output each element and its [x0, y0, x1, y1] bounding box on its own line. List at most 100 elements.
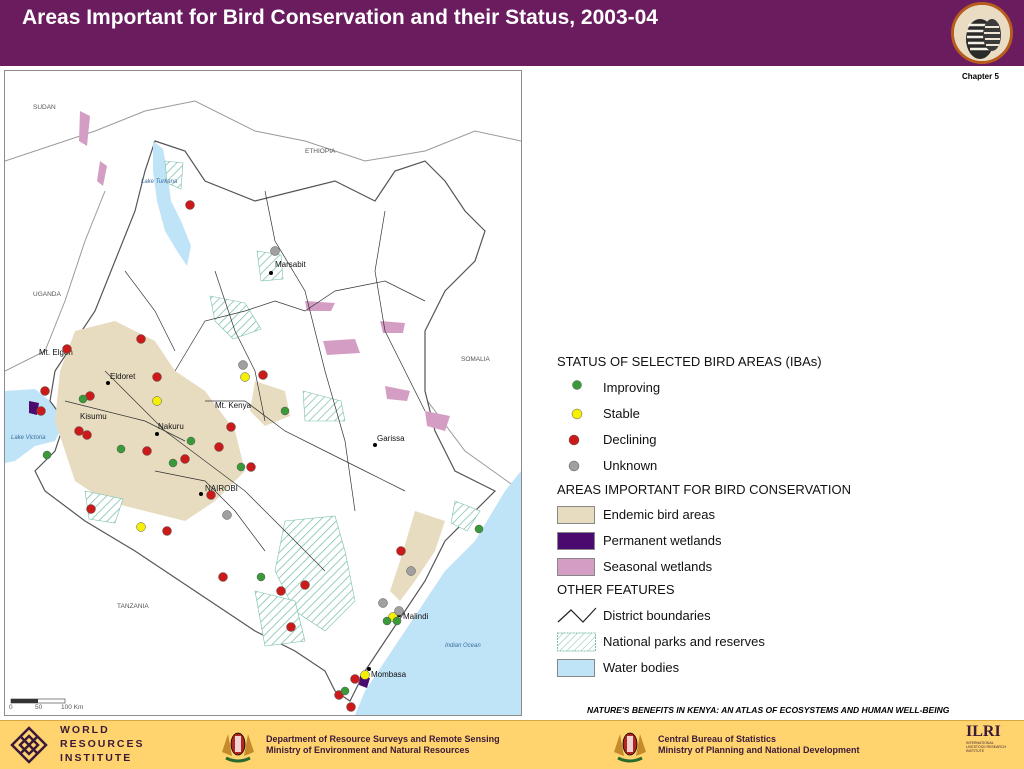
cbs-line-2: Ministry of Planning and National Develo…	[658, 745, 860, 755]
iba-improving	[42, 450, 52, 460]
iba-improving	[168, 458, 178, 468]
iba-declining	[346, 702, 356, 712]
seasonal-wetland-6	[97, 161, 107, 186]
legend-label-district-boundaries: District boundaries	[603, 608, 711, 623]
town-mtelgon: Mt. Elgon	[39, 348, 73, 357]
legend-item-unknown: Unknown	[557, 456, 977, 478]
label-ethiopia: ETHIOPIA	[305, 148, 336, 155]
atlas-title: NATURE'S BENEFITS IN KENYA: AN ATLAS OF …	[587, 705, 950, 715]
iba-stable	[136, 522, 146, 532]
label-sudan: SUDAN	[33, 104, 56, 111]
chapter-label: Chapter 5	[962, 72, 999, 81]
iba-declining	[286, 622, 296, 632]
iba-unknown	[222, 510, 232, 520]
iba-declining	[185, 200, 195, 210]
iba-declining	[226, 422, 236, 432]
town-mombasa: Mombasa	[371, 670, 407, 679]
legend-item-improving: Improving	[557, 378, 977, 400]
town-kisumu: Kisumu	[80, 412, 107, 421]
iba-improving	[116, 444, 126, 454]
lake-turkana	[153, 141, 191, 266]
park-hatch-icon	[557, 632, 596, 652]
park-tsavo-west	[254, 590, 306, 647]
iba-declining	[82, 430, 92, 440]
iba-improving	[340, 686, 350, 696]
town-eldoret: Eldoret	[110, 372, 136, 381]
kenya-map[interactable]: SUDAN ETHIOPIA UGANDA SOMALIA TANZANIA M…	[4, 70, 522, 716]
label-lake-victoria: Lake Victoria	[11, 435, 46, 441]
iba-declining	[214, 442, 224, 452]
town-malindi: Malindi	[403, 612, 429, 621]
iba-stable	[152, 396, 162, 406]
label-indian-ocean: Indian Ocean	[445, 643, 481, 649]
legend-item-declining: Declining	[557, 430, 977, 452]
iba-declining	[206, 490, 216, 500]
wri-line-2: RESOURCES	[60, 738, 145, 750]
scale-bar: 0 50 100 Km	[9, 698, 83, 711]
scale-50: 50	[35, 704, 43, 711]
legend-item-seasonal-wetlands: Seasonal wetlands	[557, 557, 977, 579]
wri-line-1: WORLD	[60, 724, 110, 736]
legend-item-national-parks: National parks and reserves	[557, 632, 977, 654]
endemic-area-mtkenya	[250, 381, 290, 426]
iba-declining	[142, 446, 152, 456]
legend-areas-heading: AREAS IMPORTANT FOR BIRD CONSERVATION	[557, 482, 851, 497]
indian-ocean	[355, 471, 521, 715]
iba-improving	[256, 572, 266, 582]
water-swatch	[557, 659, 595, 677]
legend-label-improving: Improving	[603, 380, 661, 395]
ilri-subtitle: INTERNATIONAL LIVESTOCK RESEARCH INSTITU…	[966, 741, 1007, 753]
endemic-area-coast	[390, 511, 445, 601]
ilri-name: ILRI	[966, 723, 1001, 740]
park-coast	[450, 500, 481, 532]
ilri-logo: ILRI INTERNATIONAL LIVESTOCK RESEARCH IN…	[966, 723, 1014, 767]
kenya-coat-of-arms-icon	[614, 732, 646, 763]
iba-improving	[392, 616, 402, 626]
iba-declining	[74, 426, 84, 436]
iba-unknown	[270, 246, 280, 256]
lake-victoria	[5, 389, 65, 463]
iba-declining	[40, 386, 50, 396]
legend-item-endemic: Endemic bird areas	[557, 505, 977, 527]
iba-unknown	[406, 566, 416, 576]
seasonal-wetland-3	[380, 321, 405, 333]
iba-improving	[280, 406, 290, 416]
iba-improving	[78, 394, 88, 404]
scale-100: 100 Km	[61, 704, 83, 711]
legend-label-declining: Declining	[603, 432, 657, 447]
town-nakuru: Nakuru	[158, 422, 184, 431]
legend-label-unknown: Unknown	[603, 458, 658, 473]
legend-other-heading: OTHER FEATURES	[557, 582, 675, 597]
wri-logo-icon	[10, 726, 48, 764]
iba-declining	[218, 572, 228, 582]
wri-line-3: INSTITUTE	[60, 752, 133, 764]
cbs-block: Central Bureau of Statistics Ministry of…	[658, 734, 860, 756]
boundary-line-icon	[557, 607, 597, 623]
seasonal-wetland-swatch	[557, 558, 595, 576]
label-lake-turkana: Lake Turkana	[141, 179, 178, 185]
district-boundaries	[64, 190, 426, 572]
legend-label-national-parks: National parks and reserves	[603, 634, 765, 649]
kenya-coat-of-arms-icon	[222, 732, 254, 763]
zebra-logo	[951, 2, 1013, 64]
park-meru	[302, 390, 346, 422]
seasonal-wetland-2	[323, 339, 360, 355]
park-sibiloi	[164, 160, 184, 190]
iba-declining	[162, 526, 172, 536]
footer-bar	[0, 720, 1024, 769]
town-garissa: Garissa	[377, 434, 405, 443]
iba-declining	[350, 674, 360, 684]
iba-declining	[36, 406, 46, 416]
iba-improving	[382, 616, 392, 626]
label-tanzania: TANZANIA	[117, 603, 149, 610]
seasonal-wetland-1	[79, 111, 90, 146]
legend-item-stable: Stable	[557, 404, 977, 426]
town-mtkenya: Mt. Kenya	[215, 401, 252, 410]
page-title: Areas Important for Bird Conservation an…	[22, 6, 658, 29]
endemic-area-west	[55, 321, 245, 521]
stable-dot-icon	[571, 408, 583, 420]
iba-unknown	[394, 606, 404, 616]
cbs-line-1: Central Bureau of Statistics	[658, 734, 777, 744]
iba-markers	[36, 200, 484, 712]
iba-declining	[258, 370, 268, 380]
